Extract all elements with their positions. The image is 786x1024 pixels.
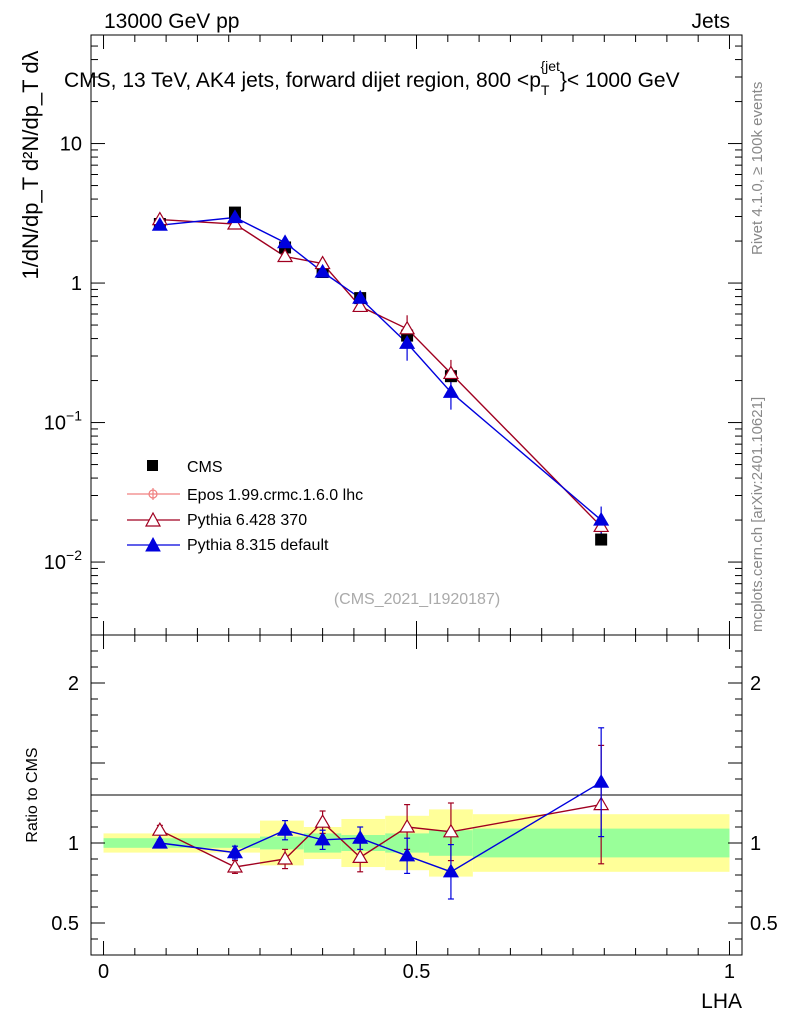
ratio-point bbox=[226, 844, 244, 859]
ratio-point bbox=[314, 814, 331, 828]
main-y-tick-label: 1 bbox=[71, 273, 82, 295]
ratio-y-tick-label-right: 1 bbox=[750, 833, 761, 855]
pythia8-point bbox=[226, 209, 244, 224]
ratio-point bbox=[593, 774, 610, 788]
ratio-point bbox=[442, 863, 459, 878]
ratio-point bbox=[226, 858, 244, 873]
pythia6-point bbox=[442, 365, 459, 380]
pythia8-point bbox=[151, 216, 168, 231]
legend-cms-marker bbox=[147, 460, 158, 471]
main-series bbox=[151, 206, 610, 546]
ratio-point bbox=[399, 847, 416, 862]
ratio-line bbox=[159, 781, 602, 873]
pythia8-point bbox=[314, 263, 331, 278]
legend-pythia6-marker bbox=[144, 511, 162, 527]
ratio-point bbox=[314, 831, 331, 846]
ratio-series bbox=[151, 727, 610, 900]
main-y-tick-label: 10−2 bbox=[44, 547, 82, 574]
ratio-y-tick-label-left: 0.5 bbox=[51, 913, 79, 935]
ratio-point bbox=[352, 849, 369, 864]
pythia6-point bbox=[352, 298, 369, 313]
ratio-y-tick-label-left: 1 bbox=[68, 833, 79, 855]
ratio-point bbox=[277, 850, 294, 865]
analysis-id: (CMS_2021_I1920187) bbox=[334, 591, 500, 608]
chart-title: CMS, 13 TeV, AK4 jets, forward dijet reg… bbox=[64, 58, 680, 98]
pythia6-point bbox=[399, 320, 416, 335]
ratio-uncertainty-bands bbox=[103, 809, 730, 877]
main-y-tick-label: 10 bbox=[60, 134, 82, 156]
header-group: Jets bbox=[691, 10, 730, 33]
pythia6-point bbox=[277, 248, 294, 263]
ratio-y-ticks: 0.5 0.5 1 1 2 2 bbox=[51, 634, 778, 956]
legend-pythia6-label: Pythia 6.428 370 bbox=[187, 512, 307, 529]
band-inner bbox=[260, 836, 304, 850]
pythia8-point bbox=[352, 289, 369, 304]
pythia8-point bbox=[442, 384, 459, 398]
title-end: }< 1000 GeV bbox=[560, 69, 680, 92]
pythia8-point bbox=[593, 511, 610, 526]
x-tick-label: 1 bbox=[724, 961, 735, 983]
pythia8-line bbox=[159, 216, 602, 521]
legend: CMS Epos 1.99.crmc.1.6.0 lhc Pythia 6.42… bbox=[127, 459, 363, 554]
title-sup: {jet bbox=[540, 58, 560, 74]
ratio-point bbox=[151, 834, 168, 849]
mcplots-label: mcplots.cern.ch [arXiv:2401.10621] bbox=[749, 397, 766, 632]
rivet-label: Rivet 4.1.0, ≥ 100k events bbox=[749, 82, 766, 255]
ratio-point bbox=[277, 822, 294, 836]
x-tick-label: 0.5 bbox=[403, 961, 431, 983]
title-sub: T bbox=[541, 82, 550, 98]
ratio-point bbox=[151, 822, 168, 836]
header-energy: 13000 GeV pp bbox=[104, 10, 239, 33]
legend-epos-label: Epos 1.99.crmc.1.6.0 lhc bbox=[187, 487, 363, 504]
ratio-line bbox=[159, 803, 602, 868]
ratio-point bbox=[442, 823, 459, 838]
pythia6-line bbox=[159, 218, 602, 527]
x-tick-label: 0 bbox=[98, 961, 109, 983]
ratio-point bbox=[399, 818, 416, 833]
x-ticks: 0 0.5 1 bbox=[98, 35, 735, 983]
ratio-y-tick-label-right: 0.5 bbox=[750, 913, 778, 935]
ratio-y-axis-label: Ratio to CMS bbox=[24, 747, 41, 842]
x-axis-label: LHA bbox=[701, 990, 742, 1013]
pythia8-point bbox=[399, 335, 416, 349]
title-main: CMS, 13 TeV, AK4 jets, forward dijet reg… bbox=[64, 69, 541, 92]
legend-pythia8-marker bbox=[145, 536, 161, 552]
pythia8-point bbox=[277, 234, 294, 249]
ratio-point bbox=[352, 830, 369, 844]
legend-pythia8-label: Pythia 8.315 default bbox=[187, 537, 329, 554]
main-y-tick-label: 10−1 bbox=[44, 408, 82, 435]
main-y-axis-label: 1/dN/dp_T d²N/dp_T dλ bbox=[18, 50, 43, 279]
ratio-y-tick-label-right: 2 bbox=[750, 673, 761, 695]
band-inner bbox=[103, 838, 261, 848]
cms-point bbox=[595, 533, 608, 546]
ratio-y-tick-label-left: 2 bbox=[68, 673, 79, 695]
main-y-ticks: 10−2 10−1 1 10 bbox=[44, 34, 742, 636]
legend-cms-label: CMS bbox=[187, 459, 223, 476]
